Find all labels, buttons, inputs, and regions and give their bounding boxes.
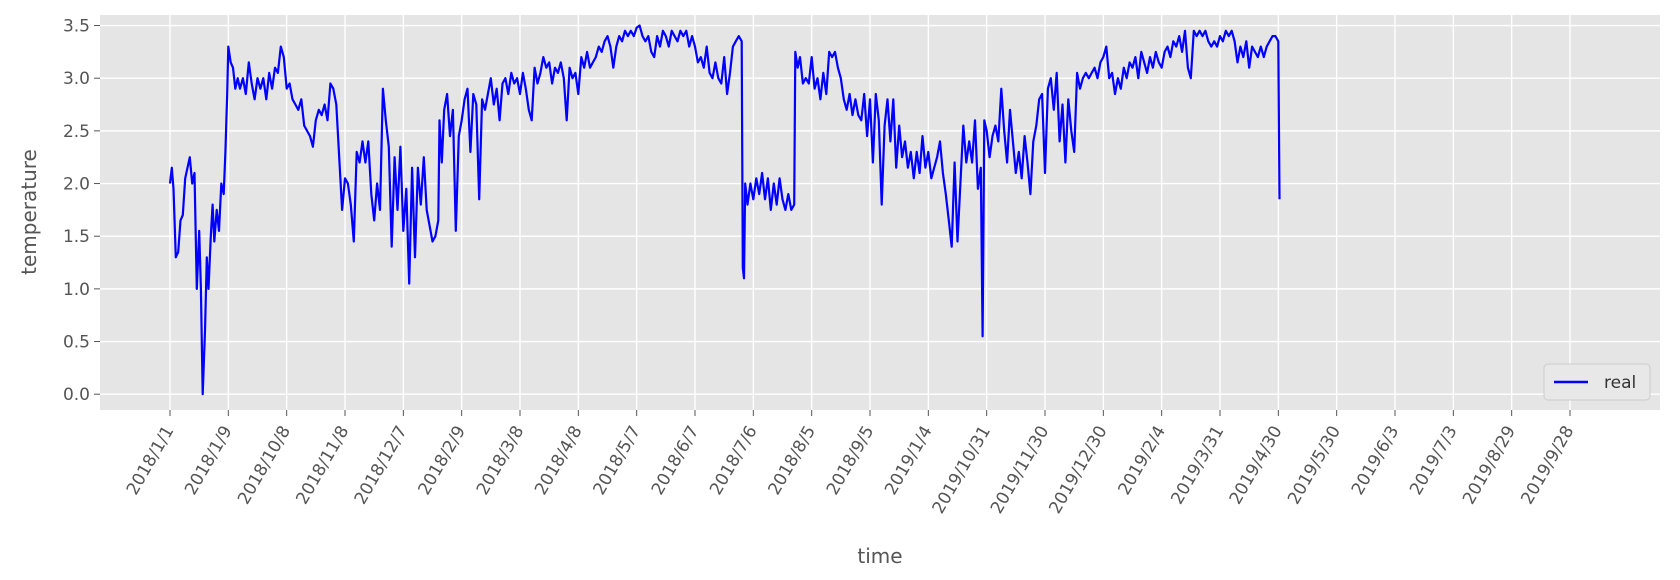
x-tick-label: 2019/9/28 [1517, 423, 1578, 508]
x-tick-label: 2019/2/4 [1114, 423, 1170, 499]
y-axis-ticks: 0.0 0.5 1.0 1.5 2.0 2.5 3.0 3.5 [63, 17, 100, 405]
y-tick-label: 0.0 [63, 385, 90, 405]
x-axis-label: time [857, 544, 902, 568]
x-tick-label: 2018/10/8 [234, 423, 295, 508]
y-tick-label: 3.5 [63, 17, 90, 37]
x-tick-label: 2019/8/29 [1459, 423, 1520, 508]
x-tick-label: 2019/4/30 [1226, 423, 1287, 508]
y-tick-label: 2.0 [63, 175, 90, 195]
x-tick-label: 2019/7/3 [1406, 423, 1462, 499]
x-tick-label: 2018/1/1 [123, 423, 179, 499]
x-tick-label: 2018/11/8 [292, 423, 353, 508]
x-tick-label: 2018/6/7 [648, 423, 704, 499]
x-tick-label: 2019/10/31 [929, 423, 995, 518]
legend-box [1543, 363, 1651, 401]
x-tick-label: 2018/12/7 [351, 423, 412, 508]
y-tick-label: 0.5 [63, 333, 90, 353]
x-tick-label: 2019/1/4 [881, 423, 937, 499]
x-tick-label: 2018/2/9 [414, 422, 470, 498]
y-tick-label: 2.5 [63, 122, 90, 142]
series-line-real [168, 24, 1281, 396]
x-tick-label: 2019/12/30 [1045, 423, 1111, 518]
legend-label-real: real [1604, 373, 1636, 393]
x-tick-label: 2018/9/5 [823, 423, 879, 499]
x-tick-label: 2018/5/7 [589, 423, 645, 499]
series-layer [168, 24, 1281, 396]
y-axis-label: temperature [17, 149, 41, 275]
x-tick-label: 2019/5/30 [1284, 423, 1345, 508]
x-tick-label: 2019/11/30 [987, 423, 1053, 518]
y-tick-label: 1.5 [63, 227, 90, 247]
x-tick-label: 2018/4/8 [531, 423, 587, 499]
y-tick-label: 1.0 [63, 280, 90, 300]
plot-area [100, 15, 1660, 410]
x-tick-label: 2019/6/3 [1348, 423, 1404, 499]
x-axis-ticks: 2018/1/1 2018/1/92018/10/82018/11/82018/1… [123, 410, 1578, 518]
x-tick-label: 2018/7/6 [706, 423, 762, 499]
x-tick-label: 2019/3/31 [1167, 423, 1228, 508]
y-tick-label: 3.0 [63, 69, 90, 89]
x-tick-label: 2018/1/9 [181, 423, 237, 499]
x-tick-label: 2018/3/8 [473, 423, 529, 499]
legend: real [1543, 363, 1651, 401]
x-tick-label: 2018/8/5 [764, 423, 820, 499]
